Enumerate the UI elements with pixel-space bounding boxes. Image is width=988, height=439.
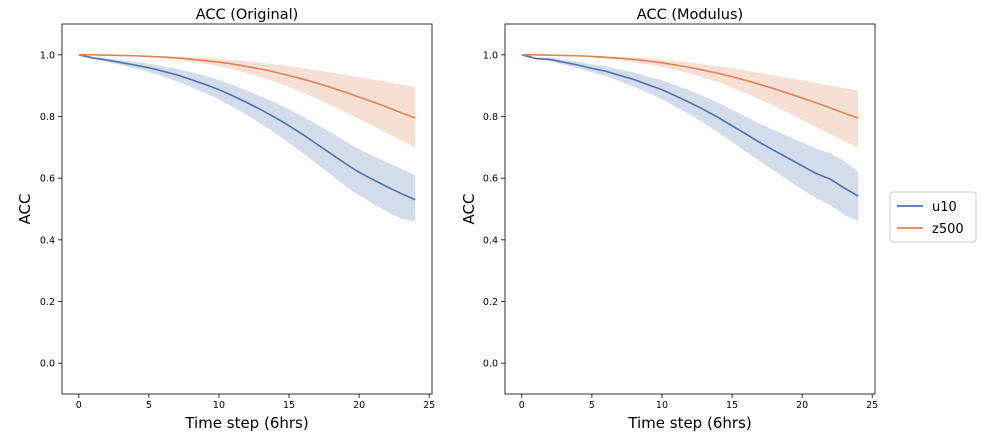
y-tick-label: 0.6 (40, 174, 55, 185)
legend: u10 z500 (889, 191, 977, 243)
series-line-z500 (78, 54, 416, 119)
series-line-u10 (78, 54, 416, 201)
y-tick-label: 0.0 (40, 359, 55, 370)
chart-panel-original: ACC (Original) Time step (6hrs) ACC 0 5 10… (16, 7, 435, 432)
x-tick-label: 15 (726, 400, 738, 411)
y-tick-label: 0.8 (483, 112, 498, 123)
y-tick-label: 0.4 (40, 235, 55, 246)
x-axis-label: Time step (6hrs) (627, 414, 751, 432)
x-tick-label: 0 (519, 400, 525, 411)
x-tick-label: 15 (283, 400, 295, 411)
chart-title: ACC (Modulus) (637, 7, 743, 23)
y-axis-label: ACC (16, 194, 34, 225)
y-tick-label: 0.2 (483, 297, 498, 308)
y-tick-label: 0.4 (483, 235, 498, 246)
confidence-band-u10 (521, 54, 859, 222)
x-tick-label: 10 (656, 400, 668, 411)
x-tick-label: 0 (76, 400, 82, 411)
legend-frame (889, 191, 977, 243)
y-axis-label: ACC (460, 194, 478, 225)
x-axis-label: Time step (6hrs) (184, 414, 308, 432)
y-tick-label: 0.2 (40, 297, 55, 308)
chart-panel-modulus: ACC (Modulus) Time step (6hrs) ACC 0 5 10 1… (460, 7, 878, 432)
x-tick-label: 20 (353, 400, 365, 411)
y-tick-label: 0.6 (483, 174, 498, 185)
chart-title: ACC (Original) (196, 7, 299, 23)
x-tick-label: 5 (146, 400, 152, 411)
x-tick-label: 10 (213, 400, 225, 411)
y-tick-label: 0.0 (483, 359, 498, 370)
legend-label-z500: z500 (932, 222, 964, 237)
y-tick-label: 0.8 (40, 112, 55, 123)
legend-label-u10: u10 (932, 200, 957, 215)
series-line-u10 (521, 54, 859, 197)
x-tick-label: 5 (589, 400, 595, 411)
confidence-band-u10 (78, 54, 416, 222)
y-tick-label: 1.0 (483, 50, 498, 61)
plot-frame (61, 23, 433, 395)
series-line-z500 (521, 54, 859, 119)
y-tick-label: 1.0 (40, 50, 55, 61)
x-tick-label: 25 (866, 400, 878, 411)
x-tick-label: 20 (796, 400, 808, 411)
confidence-band-z500 (521, 54, 859, 148)
x-tick-label: 25 (423, 400, 435, 411)
confidence-band-z500 (78, 54, 416, 148)
plot-frame (504, 23, 876, 395)
